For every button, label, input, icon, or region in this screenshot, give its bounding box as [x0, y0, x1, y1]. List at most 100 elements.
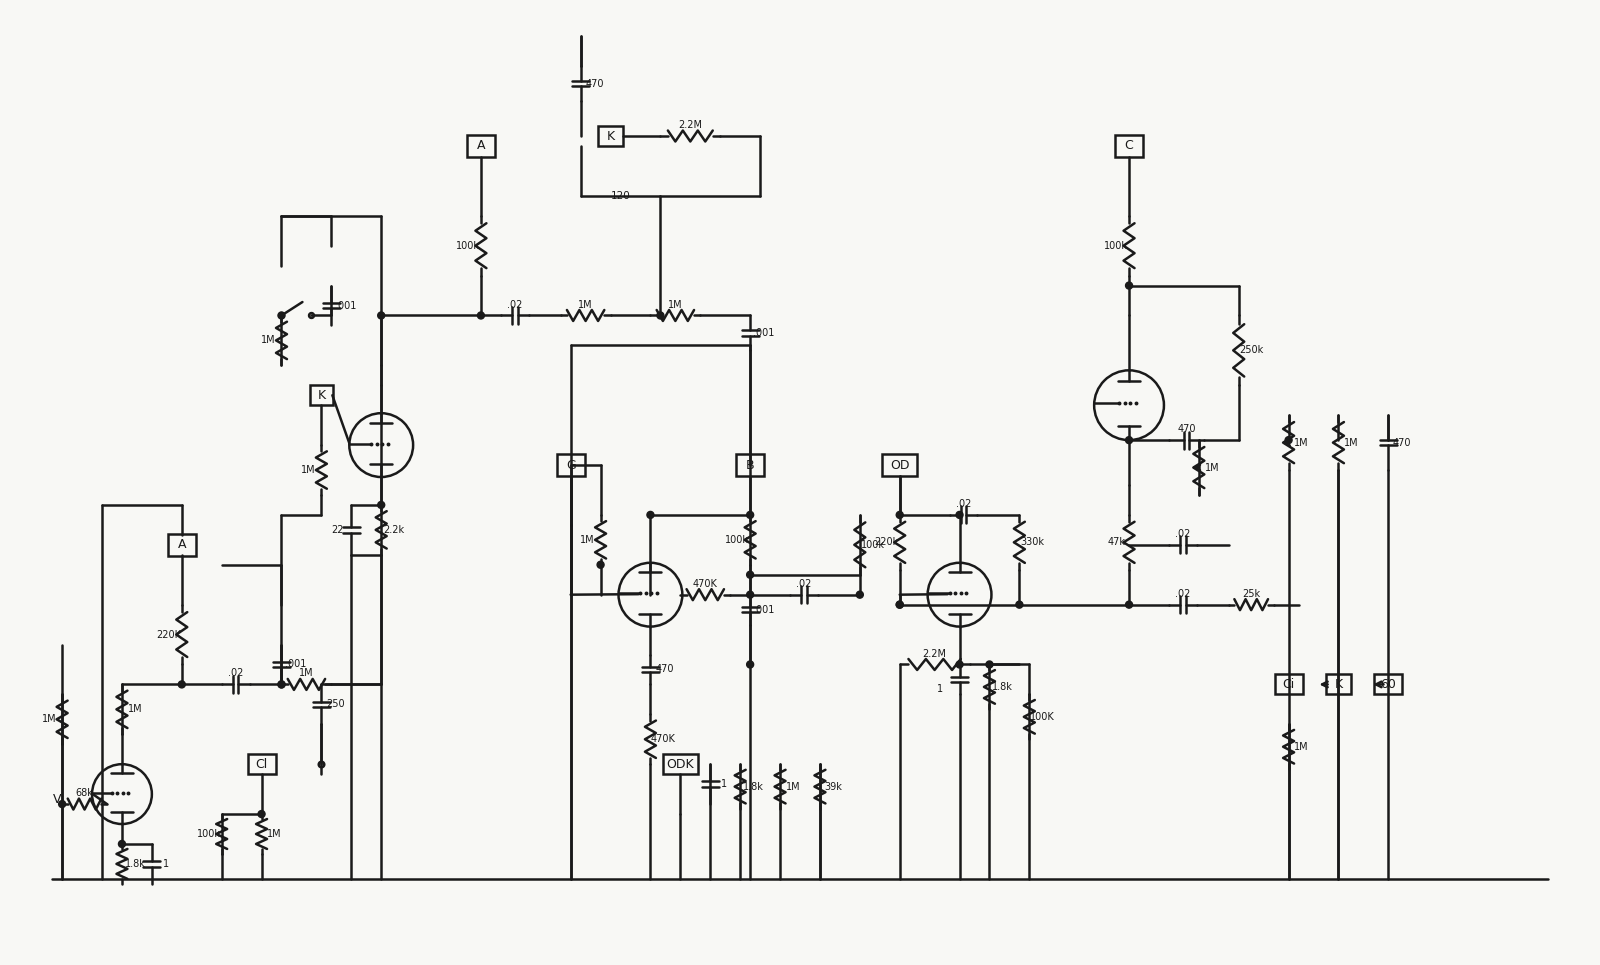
Text: 470: 470 — [586, 79, 603, 89]
Circle shape — [896, 601, 904, 608]
Text: Cl: Cl — [256, 758, 267, 771]
Text: OD: OD — [890, 458, 909, 472]
Bar — [310, 385, 333, 405]
Circle shape — [178, 681, 186, 688]
Text: 2.2M: 2.2M — [678, 120, 702, 130]
Circle shape — [118, 841, 125, 847]
Text: 470: 470 — [654, 665, 674, 675]
Bar — [168, 534, 195, 556]
Bar — [248, 755, 275, 774]
Circle shape — [1125, 436, 1133, 444]
Circle shape — [1285, 436, 1293, 444]
Text: .001: .001 — [285, 659, 306, 670]
Text: V: V — [53, 792, 61, 806]
Text: 220k: 220k — [875, 538, 899, 547]
Text: G: G — [566, 458, 576, 472]
Circle shape — [747, 661, 754, 668]
Bar — [662, 755, 698, 774]
Text: .001: .001 — [754, 328, 774, 338]
Text: 1: 1 — [163, 859, 170, 868]
Circle shape — [258, 811, 266, 817]
Text: 60: 60 — [1381, 678, 1397, 691]
Text: .02: .02 — [507, 299, 523, 310]
Text: 220K: 220K — [157, 629, 181, 640]
Text: 39k: 39k — [824, 782, 842, 791]
Text: K: K — [606, 129, 614, 143]
Text: 1M: 1M — [42, 714, 56, 725]
Text: 1M: 1M — [301, 465, 315, 475]
Bar — [736, 455, 765, 476]
Text: 1: 1 — [936, 684, 942, 695]
Circle shape — [1016, 601, 1022, 608]
Text: 2.2M: 2.2M — [923, 648, 947, 658]
Bar — [882, 455, 917, 476]
Text: .001: .001 — [754, 605, 774, 615]
Text: 1M: 1M — [267, 829, 282, 839]
Text: 22: 22 — [331, 525, 344, 535]
Text: 1M: 1M — [581, 535, 595, 545]
Text: 25k: 25k — [1242, 589, 1261, 598]
Text: A: A — [477, 140, 485, 152]
Text: 47k: 47k — [1107, 538, 1125, 547]
Text: 1M: 1M — [128, 704, 142, 714]
Text: 120: 120 — [611, 191, 630, 201]
Circle shape — [856, 592, 864, 598]
Text: Ci: Ci — [1283, 678, 1294, 691]
Text: 470: 470 — [1394, 437, 1411, 448]
Bar — [598, 126, 622, 146]
Bar — [1115, 135, 1142, 157]
Circle shape — [378, 502, 384, 509]
Text: 1M: 1M — [1344, 437, 1358, 448]
Circle shape — [278, 681, 285, 688]
Text: 1M: 1M — [1205, 462, 1219, 473]
Text: 1.8k: 1.8k — [992, 682, 1013, 692]
Text: 100K: 100K — [1030, 712, 1054, 722]
Circle shape — [646, 511, 654, 518]
Text: 330k: 330k — [1021, 538, 1045, 547]
Text: 1.8k: 1.8k — [125, 859, 146, 868]
Text: 100k: 100k — [1104, 240, 1128, 251]
Circle shape — [278, 681, 285, 688]
Circle shape — [1125, 601, 1133, 608]
Circle shape — [658, 312, 664, 319]
Text: .02: .02 — [227, 669, 243, 678]
Circle shape — [896, 601, 904, 608]
Text: 470K: 470K — [693, 579, 718, 589]
Circle shape — [896, 511, 904, 518]
Text: 250: 250 — [326, 700, 344, 709]
Text: A: A — [178, 538, 186, 551]
Text: 2.2k: 2.2k — [384, 525, 405, 535]
Text: B: B — [746, 458, 755, 472]
Circle shape — [747, 592, 754, 598]
Text: 1M: 1M — [1294, 437, 1309, 448]
Text: 1M: 1M — [669, 299, 683, 310]
Text: C: C — [1125, 140, 1133, 152]
Text: 68k: 68k — [75, 788, 93, 798]
Circle shape — [747, 571, 754, 578]
Text: 1M: 1M — [1294, 742, 1309, 752]
Text: .02: .02 — [1176, 529, 1190, 538]
Text: ODK: ODK — [667, 758, 694, 771]
Circle shape — [378, 312, 384, 319]
Text: 1M: 1M — [299, 669, 314, 678]
Text: 100k: 100k — [197, 829, 221, 839]
Circle shape — [59, 801, 66, 808]
Circle shape — [1125, 282, 1133, 290]
Circle shape — [957, 661, 963, 668]
Text: 100k: 100k — [456, 240, 480, 251]
Text: 1: 1 — [722, 779, 728, 789]
Circle shape — [747, 511, 754, 518]
Text: K: K — [317, 389, 325, 401]
Text: .02: .02 — [797, 579, 811, 589]
Text: 470K: 470K — [651, 734, 675, 744]
Bar — [1275, 675, 1302, 695]
Bar — [1374, 675, 1402, 695]
Bar — [467, 135, 494, 157]
Text: .001: .001 — [334, 300, 357, 311]
Circle shape — [477, 312, 485, 319]
Bar — [557, 455, 584, 476]
Text: .02: .02 — [1176, 589, 1190, 598]
Text: .02: .02 — [955, 499, 971, 509]
Text: 1M: 1M — [578, 299, 594, 310]
Text: 1.8k: 1.8k — [742, 782, 763, 791]
